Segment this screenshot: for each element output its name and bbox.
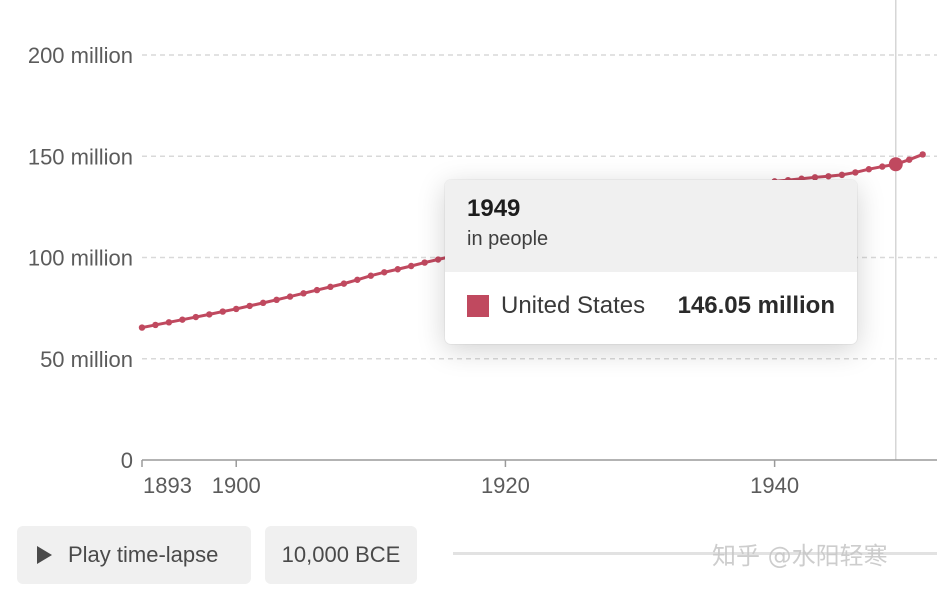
play-timelapse-button[interactable]: Play time-lapse [17,526,251,584]
start-year-label: 10,000 BCE [281,542,401,567]
data-point [259,299,267,307]
data-point [865,166,873,173]
y-tick-label: 100 million [28,246,133,271]
x-tick-label: 1940 [750,473,799,498]
data-point [179,316,186,323]
data-point [421,259,428,266]
data-point [138,324,146,331]
tooltip-unit: in people [467,228,549,250]
data-point [165,319,173,326]
data-point [838,171,846,179]
data-point [434,256,442,263]
data-point [327,283,334,291]
start-year-button[interactable]: 10,000 BCE [265,526,417,584]
play-label: Play time-lapse [68,542,219,567]
tooltip-series-name: United States [501,292,646,319]
hover-point [888,157,903,172]
data-point [811,174,819,181]
x-tick-label: 1900 [212,473,261,498]
tooltip-row: United States 146.05 million [445,272,857,320]
tooltip-value: 146.05 million [677,292,835,319]
data-point [219,308,226,315]
y-tick-label: 150 million [28,144,133,169]
tooltip-year: 1949 [467,195,521,222]
data-point [273,296,280,304]
data-point [367,272,375,279]
y-tick-label: 200 million [28,43,133,68]
data-point [286,293,294,300]
play-icon [37,546,52,564]
tooltip-header: 1949 in people [445,180,857,272]
data-point [300,290,307,297]
data-point [852,169,859,176]
timeline-controls: Play time-lapse 10,000 BCE [17,526,417,584]
data-point [206,311,213,318]
data-point [394,266,401,273]
watermark: 知乎 @水阳轻寒 [712,542,888,570]
data-point [246,302,253,310]
data-point [192,313,200,321]
data-point [919,151,926,158]
data-point [906,156,913,163]
x-tick-label: 1920 [481,473,530,498]
data-point [879,163,886,170]
data-point [354,276,361,283]
data-point [381,269,388,276]
data-point [340,280,348,287]
y-tick-label: 50 million [40,347,133,372]
timeline-slider-track[interactable] [453,552,937,555]
x-axis: 1893 1900 1920 1940 [141,459,937,498]
data-point [825,173,832,180]
y-axis: 0 50 million 100 million 150 million 200 mil… [28,43,133,473]
data-point [152,321,159,329]
x-tick-label: 1893 [143,473,192,498]
series-color-swatch [467,295,489,317]
hover-tooltip: 1949 in people United States 146.05 mill… [445,180,857,344]
data-point [233,305,240,313]
data-point [313,286,321,294]
y-tick-label: 0 [121,448,133,473]
data-point [408,262,415,270]
